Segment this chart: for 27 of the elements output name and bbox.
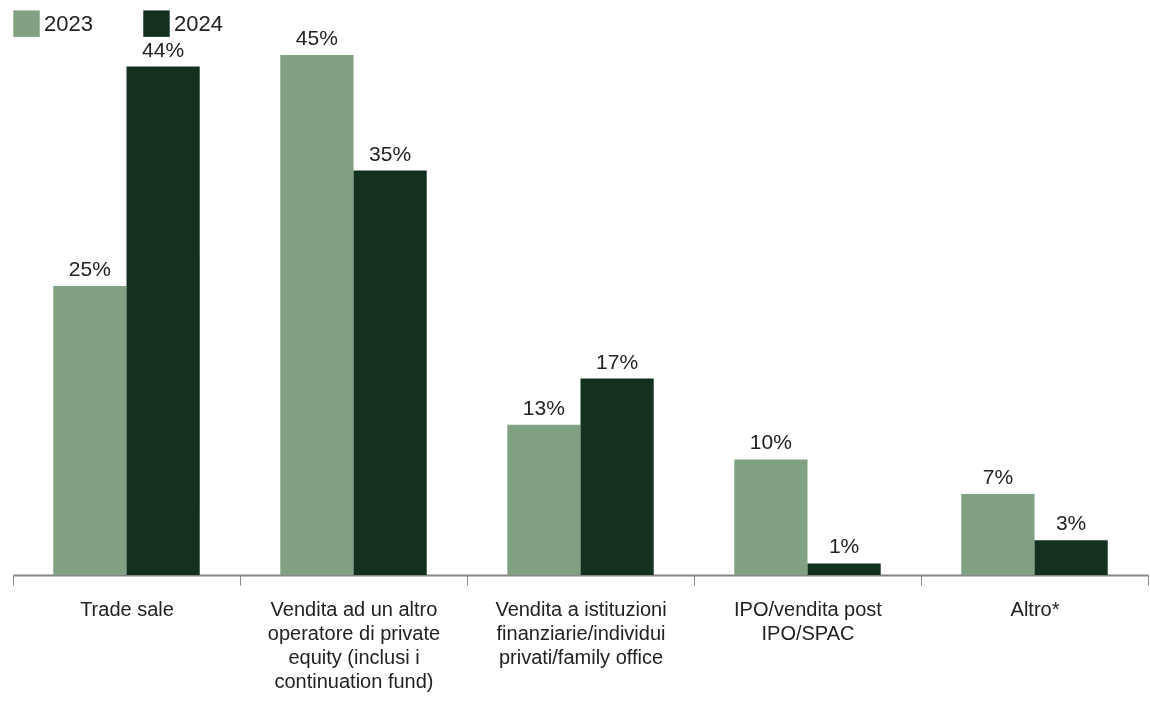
bar [734,459,808,575]
bar [961,494,1035,575]
x-tick-label: Vendita ad un altro operatore di private equity (inclusi i continuation fund) [267,597,441,692]
x-tick-label: Trade sale [80,597,174,620]
data-label: 44% [142,37,185,61]
legend-label: 2023 [44,10,93,36]
data-label: 13% [522,395,565,419]
x-tick-label: Altro* [1010,597,1060,620]
bar [807,563,881,575]
data-label: 45% [295,26,338,49]
legend-label: 2024 [174,10,223,36]
bar [126,66,200,575]
bar [1034,540,1108,575]
data-label: 3% [1055,511,1087,535]
bar [353,170,427,575]
data-label: 7% [982,465,1014,489]
data-label: 1% [828,534,860,558]
data-label: 10% [749,430,792,454]
bar [53,286,127,575]
data-label: 25% [68,257,111,281]
x-tick-label: IPO/vendita post IPO/SPAC [734,597,883,644]
data-label: 17% [596,349,639,373]
bar [507,424,581,575]
x-tick-label: Vendita a istituzioni finanziarie/individui privati/family office [495,597,667,668]
bar [580,378,654,575]
data-label: 35% [369,141,412,165]
bar [280,55,354,575]
